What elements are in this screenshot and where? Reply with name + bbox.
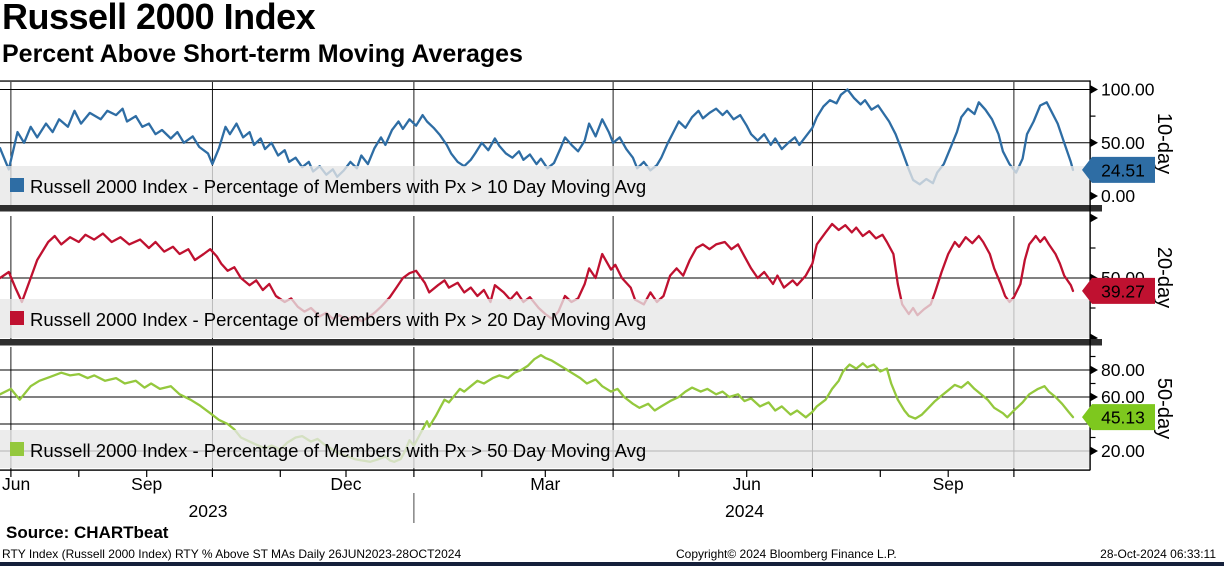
value-tag-text-20-day: 39.27 [1101, 281, 1145, 301]
y-tick-label: 20.00 [1101, 441, 1145, 461]
month-label: Sep [131, 474, 162, 494]
year-label: 2024 [725, 501, 764, 521]
value-tag-text-10-day: 24.51 [1101, 160, 1145, 180]
page-title: Russell 2000 Index [2, 0, 316, 37]
month-label: Dec [330, 474, 361, 494]
y-tick-arrow [1090, 85, 1098, 94]
panel-separator [0, 205, 1102, 212]
y-tick-label: 0.00 [1101, 186, 1135, 206]
y-tick-arrow [1090, 213, 1098, 223]
series-line-10-day [0, 88, 1075, 186]
y-tick-arrow [1090, 191, 1098, 201]
y-tick-arrow [1090, 392, 1098, 402]
y-tick-label: 100.00 [1101, 80, 1155, 100]
timestamp: 28-Oct-2024 06:33:11 [1100, 547, 1216, 561]
value-tag-50-day [1082, 404, 1155, 431]
value-tag-10-day [1082, 156, 1155, 183]
y-tick-label: 80.00 [1101, 360, 1145, 380]
chart-top-border [0, 80, 1090, 82]
right-axis-line [1089, 80, 1091, 471]
month-label: Sep [933, 474, 964, 494]
y-tick-arrow [1090, 365, 1098, 375]
ticker-description: RTY Index (Russell 2000 Index) RTY % Abo… [2, 547, 462, 561]
legend-band [0, 299, 1090, 338]
year-label: 2023 [189, 501, 228, 521]
legend-label-20-day: Russell 2000 Index - Percentage of Membe… [30, 309, 646, 330]
terminal-bottom-bar [0, 562, 1224, 566]
month-label: Jun [2, 474, 30, 494]
x-axis-line [0, 469, 1090, 471]
copyright-notice: Copyright© 2024 Bloomberg Finance L.P. [676, 547, 897, 561]
page-subtitle: Percent Above Short-term Moving Averages [2, 40, 523, 68]
value-tag-20-day [1082, 277, 1155, 304]
y-tick-arrow [1090, 446, 1098, 456]
legend-band [0, 430, 1090, 468]
value-tag-text-50-day: 45.13 [1101, 408, 1145, 428]
y-tick-label: 60.00 [1101, 387, 1145, 407]
panel-10-day: Russell 2000 Index - Percentage of Membe… [0, 80, 1175, 206]
panel-side-label-20-day: 20-day [1153, 247, 1175, 308]
panel-separator [0, 339, 1102, 346]
source-label: Source: CHARTbeat [6, 523, 169, 542]
legend-label-50-day: Russell 2000 Index - Percentage of Membe… [30, 440, 646, 461]
legend-swatch-50-day [10, 442, 24, 456]
panel-50-day: Russell 2000 Index - Percentage of Membe… [0, 347, 1175, 470]
panel-20-day: Russell 2000 Index - Percentage of Membe… [0, 213, 1175, 343]
legend-label-10-day: Russell 2000 Index - Percentage of Membe… [30, 176, 646, 197]
y-tick-label: 50.00 [1101, 133, 1145, 153]
month-label: Jun [733, 474, 761, 494]
panel-side-label-10-day: 10-day [1153, 113, 1175, 174]
panel-side-label-50-day: 50-day [1153, 378, 1175, 439]
y-tick-arrow [1090, 138, 1098, 148]
legend-swatch-20-day [10, 311, 24, 325]
month-label: Mar [530, 474, 560, 494]
legend-swatch-10-day [10, 178, 24, 192]
legend-band [0, 166, 1090, 205]
